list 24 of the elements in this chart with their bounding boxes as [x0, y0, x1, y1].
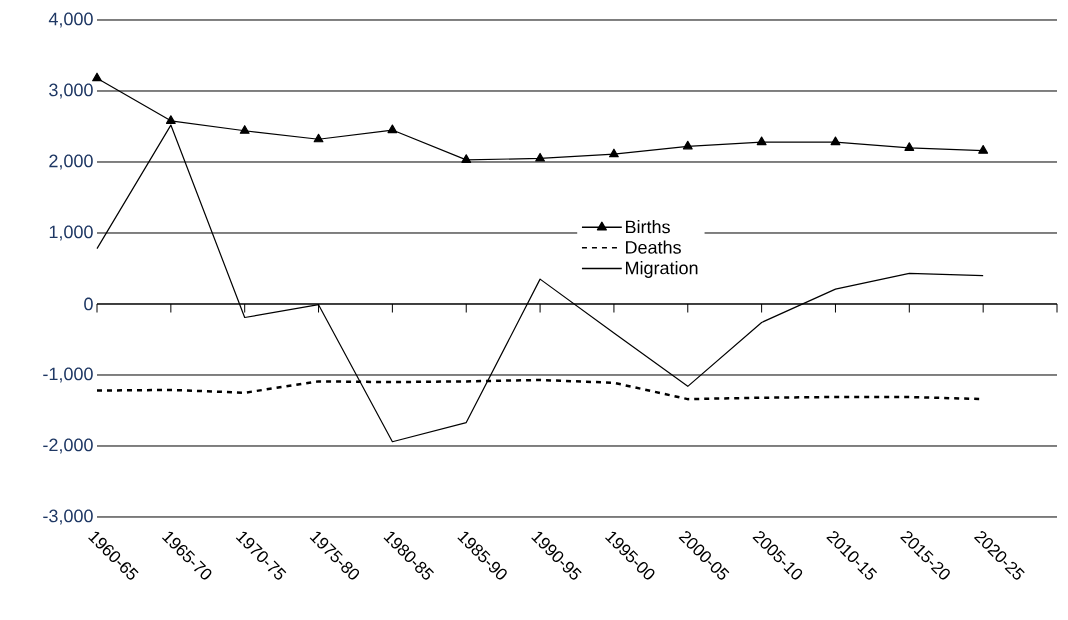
- y-tick-label: -1,000: [43, 367, 93, 383]
- point: [830, 136, 841, 146]
- point: [682, 140, 693, 150]
- y-tick-label: 0: [84, 297, 93, 311]
- point: [387, 124, 398, 134]
- y-tick-label: 2,000: [49, 154, 93, 170]
- y-tick-label: 4,000: [48, 12, 93, 28]
- point: [461, 154, 472, 163]
- point: [313, 133, 324, 143]
- point: [239, 125, 250, 134]
- legend-label: Deaths: [626, 240, 681, 254]
- legend-label: Births: [626, 220, 670, 234]
- y-tick-label: 3,000: [49, 83, 93, 99]
- y-tick-label: -2,000: [43, 438, 93, 454]
- point: [904, 142, 915, 151]
- point: [535, 152, 546, 162]
- point: [609, 148, 619, 158]
- point: [978, 145, 989, 154]
- point: [165, 115, 176, 124]
- y-tick-label: -3,000: [43, 509, 93, 525]
- point: [756, 136, 767, 146]
- point: [92, 72, 102, 82]
- legend-label: Migration: [626, 261, 698, 278]
- y-tick-label: 1,000: [49, 225, 93, 241]
